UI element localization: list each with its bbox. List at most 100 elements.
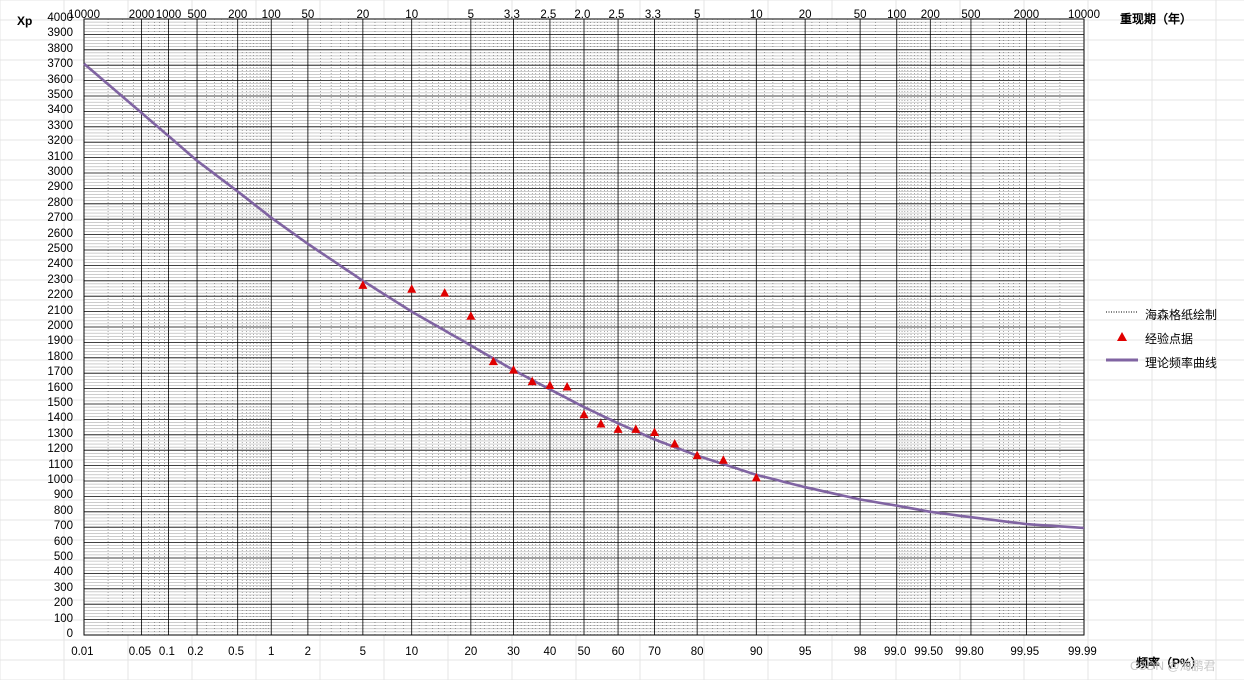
- y-tick-label: 1200: [47, 443, 73, 456]
- top-tick-label: 200: [920, 9, 940, 21]
- legend-swatch-points: [1117, 332, 1127, 341]
- watermark: CSDN @海鹏君: [1130, 659, 1216, 673]
- y-tick-label: 1400: [47, 412, 73, 425]
- x-tick-label: 99.80: [954, 646, 984, 658]
- empirical-point: [718, 455, 728, 464]
- x-tick-label: 5: [359, 646, 367, 658]
- empirical-point: [545, 380, 555, 390]
- y-tick-label: 1800: [47, 350, 73, 363]
- x-tick-label: 70: [648, 646, 661, 658]
- empirical-point: [751, 472, 761, 482]
- x-tick-label: 30: [507, 646, 520, 658]
- y-tick-label: 2600: [47, 227, 73, 240]
- y-tick-label: 2900: [47, 181, 73, 194]
- x-tick-label: 95: [798, 646, 812, 658]
- legend-swatch-curve: [1106, 358, 1138, 362]
- empirical-point: [562, 382, 572, 391]
- legend-swatch-grid: [1106, 311, 1138, 313]
- top-tick-label: 5: [693, 9, 701, 21]
- top-tick-label: 3.3: [644, 9, 661, 21]
- x-tick-label: 0.1: [158, 646, 175, 658]
- y-tick-label: 3100: [47, 150, 73, 163]
- x-tick-label: 99.99: [1068, 646, 1097, 658]
- legend-label-grid: 海森格纸绘制: [1145, 308, 1218, 322]
- y-tick-label: 800: [53, 504, 73, 517]
- legend-label-points: 经验点据: [1145, 332, 1194, 346]
- top-tick-label: 1000: [155, 9, 182, 21]
- x-tick-label: 2: [304, 646, 312, 658]
- x-tick-label: 99.95: [1010, 646, 1040, 658]
- top-tick-label: 100: [887, 9, 907, 21]
- y-tick-label: 1100: [48, 458, 73, 471]
- x-tick-label: 10: [405, 646, 419, 658]
- top-tick-label: 500: [961, 9, 981, 21]
- y-tick-label: 3300: [47, 119, 73, 132]
- top-tick-label: 5: [467, 9, 475, 21]
- top-tick-label: 50: [301, 9, 315, 21]
- y-tick-label: 2200: [47, 289, 73, 302]
- y-tick-label: 300: [53, 581, 73, 594]
- x-tick-label: 1: [268, 646, 275, 658]
- x-tick-label: 0.5: [228, 646, 245, 658]
- top-tick-label: 2.5: [608, 9, 625, 21]
- y-tick-label: 100: [53, 612, 73, 625]
- empirical-point: [692, 450, 702, 460]
- y-tick-label: 700: [53, 520, 73, 533]
- top-tick-label: 2.0: [574, 9, 591, 21]
- x-tick-label: 99.50: [914, 646, 944, 658]
- top-tick-label: 100: [261, 9, 281, 21]
- x-tick-label: 40: [543, 646, 557, 658]
- y-axis-title: Xp: [17, 14, 33, 28]
- y-tick-label: 3000: [47, 166, 73, 178]
- x-tick-label: 0.01: [71, 646, 94, 658]
- y-tick-label: 2000: [47, 320, 73, 332]
- empirical-point: [407, 284, 417, 293]
- x-tick-label: 50: [577, 646, 591, 658]
- empirical-point: [358, 280, 368, 289]
- empirical-point: [488, 356, 498, 366]
- top-tick-label: 10000: [68, 9, 100, 21]
- empirical-point: [670, 439, 680, 448]
- empirical-point: [527, 376, 537, 386]
- top-tick-label: 2000: [1013, 9, 1040, 21]
- x-tick-label: 90: [749, 646, 763, 658]
- empirical-point: [508, 365, 518, 374]
- y-tick-label: 200: [53, 597, 73, 610]
- top-tick-label: 3.3: [503, 9, 520, 21]
- x-tick-label: 0.05: [128, 646, 152, 658]
- y-tick-label: 1900: [47, 335, 73, 348]
- y-tick-label: 3900: [47, 27, 73, 40]
- x-tick-label: 80: [690, 646, 704, 658]
- y-tick-label: 0: [66, 628, 73, 640]
- empirical-point: [579, 409, 589, 419]
- y-tick-label: 1700: [47, 366, 73, 379]
- empirical-point: [596, 419, 606, 428]
- y-tick-label: 3600: [47, 73, 73, 86]
- y-tick-label: 1300: [47, 427, 73, 440]
- y-tick-label: 3700: [47, 58, 73, 71]
- top-tick-label: 500: [187, 9, 207, 21]
- y-tick-label: 1500: [47, 397, 73, 409]
- y-tick-label: 2500: [47, 243, 73, 255]
- x-tick-label: 0.2: [187, 646, 204, 658]
- y-tick-label: 2700: [47, 212, 73, 225]
- theoretical-curve-line: [83, 62, 1085, 530]
- empirical-point: [440, 288, 450, 297]
- x-tick-label: 98: [853, 646, 867, 658]
- y-tick-label: 2300: [47, 273, 73, 286]
- top-tick-label: 2000: [128, 9, 155, 21]
- y-tick-label: 2400: [47, 258, 73, 271]
- y-tick-label: 900: [53, 489, 73, 502]
- empirical-point: [466, 311, 476, 320]
- top-axis-title: 重现期（年）: [1120, 12, 1193, 26]
- legend-label-curve: 理论频率曲线: [1145, 356, 1218, 370]
- top-tick-label: 2.5: [540, 9, 557, 21]
- top-tick-label: 20: [356, 9, 370, 21]
- x-tick-label: 20: [464, 646, 478, 658]
- x-axis-title: 频率（P%）: [1136, 656, 1203, 670]
- top-tick-label: 20: [798, 9, 812, 21]
- y-tick-label: 400: [53, 566, 73, 579]
- y-tick-label: 2100: [47, 304, 73, 317]
